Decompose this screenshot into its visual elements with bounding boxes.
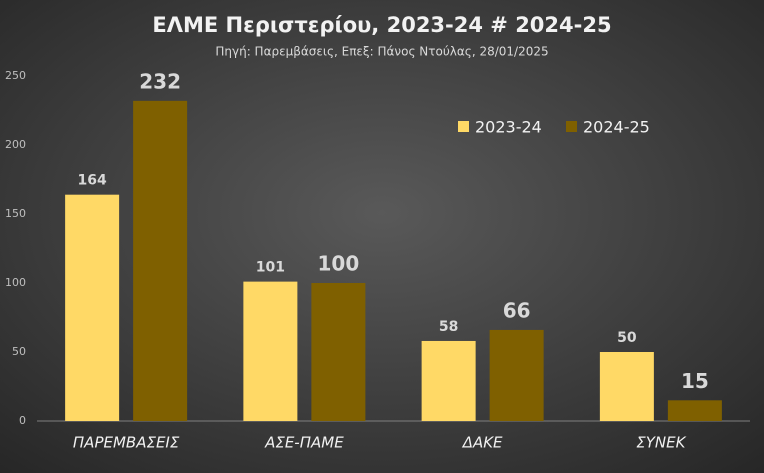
bar (421, 340, 476, 421)
data-label: 164 (78, 173, 107, 189)
x-tick-label: ΠΑΡΕΜΒΑΣΕΙΣ (73, 434, 180, 452)
bar (489, 329, 544, 421)
data-label: 100 (318, 252, 360, 276)
data-label: 58 (439, 319, 458, 335)
y-tick-label: 50 (12, 345, 26, 358)
data-label: 66 (503, 298, 531, 322)
bar (599, 352, 654, 421)
legend-swatch (458, 121, 469, 132)
legend-label: 2023-24 (475, 118, 542, 137)
chart-subtitle: Πηγή: Παρεμβάσεις, Επεξ: Πάνος Ντούλας, … (215, 45, 548, 59)
data-label: 101 (256, 260, 285, 276)
y-tick-label: 100 (5, 276, 26, 289)
data-label: 232 (139, 69, 181, 93)
bar (65, 194, 120, 421)
legend-label: 2024-25 (583, 118, 650, 137)
y-tick-label: 0 (19, 414, 26, 427)
data-label: 50 (617, 330, 637, 346)
y-tick-label: 150 (5, 207, 26, 220)
y-tick-label: 200 (5, 138, 26, 151)
bar (243, 281, 298, 421)
bar (667, 400, 722, 421)
chart-title: ΕΛΜΕ Περιστερίου, 2023-24 # 2024-25 (152, 13, 611, 37)
legend-swatch (566, 121, 577, 132)
y-tick-label: 250 (5, 69, 26, 82)
bar (311, 283, 366, 421)
x-tick-label: ΑΣΕ-ΠΑΜΕ (264, 434, 344, 452)
x-tick-label: ΔΑΚΕ (462, 434, 503, 452)
data-label: 15 (681, 369, 709, 393)
x-tick-label: ΣΥΝΕΚ (636, 434, 686, 452)
bar (133, 100, 188, 421)
